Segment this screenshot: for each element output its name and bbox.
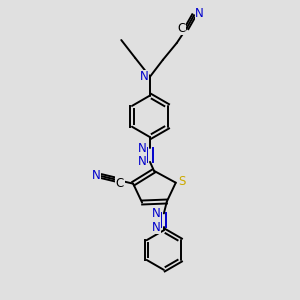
Text: C: C: [177, 22, 185, 34]
Text: C: C: [116, 177, 124, 190]
Text: N: N: [152, 207, 161, 220]
Text: N: N: [92, 169, 100, 182]
Text: N: N: [195, 7, 204, 20]
Text: N: N: [140, 70, 149, 83]
Text: N: N: [138, 142, 147, 154]
Text: N: N: [152, 221, 161, 234]
Text: N: N: [138, 155, 147, 168]
Text: S: S: [178, 175, 185, 188]
